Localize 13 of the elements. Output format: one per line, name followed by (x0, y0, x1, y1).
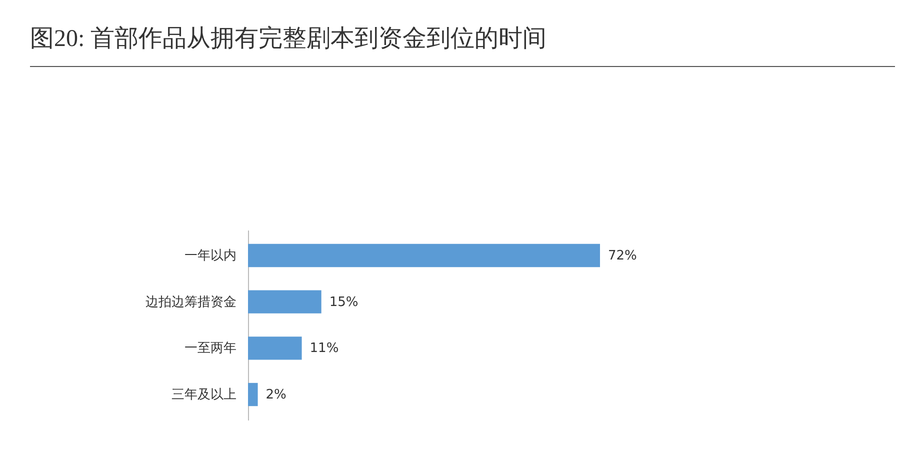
y-tick-label: 三年及以上 (172, 388, 236, 403)
data-label: 72% (608, 248, 637, 264)
y-tick-label: 边拍边筹措资金 (146, 294, 236, 310)
bar (248, 244, 600, 268)
bar (248, 382, 258, 406)
bar (248, 290, 322, 314)
data-label: 2% (266, 388, 286, 403)
data-label: 11% (310, 341, 339, 356)
y-tick-label: 一至两年 (184, 341, 236, 356)
y-tick-label: 一年以内 (184, 248, 236, 264)
data-label: 15% (329, 294, 358, 310)
bar (248, 336, 302, 360)
chart-title: 图20: 首部作品从拥有完整剧本到资金到位的时间 (30, 22, 895, 67)
